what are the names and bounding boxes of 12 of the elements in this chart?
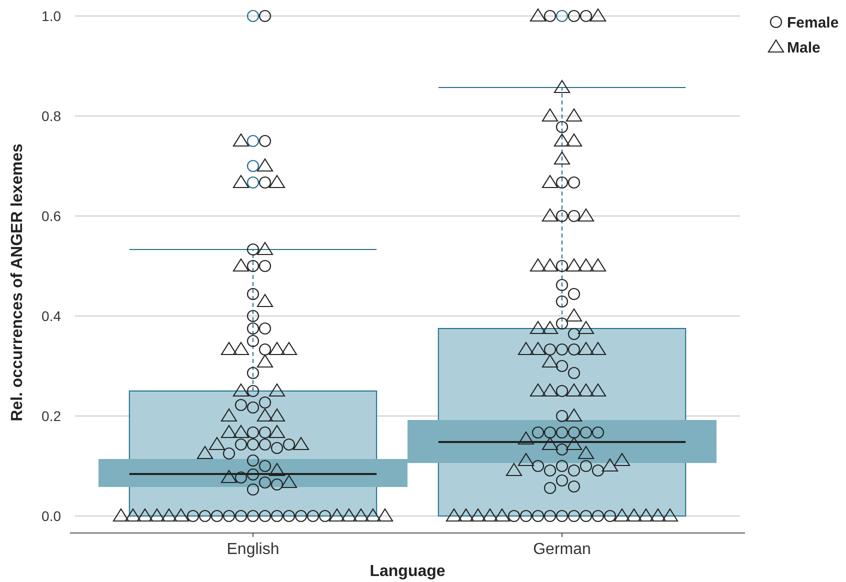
legend-label: Female	[787, 14, 839, 32]
x-tick-label: German	[533, 541, 591, 558]
x-tick-label: English	[226, 541, 280, 558]
y-axis-title: Rel. occurrences of ANGER lexemes	[9, 144, 26, 422]
y-tick-label: 0.4	[42, 308, 62, 324]
y-tick-label: 0.2	[42, 408, 62, 424]
x-axis-title: Language	[370, 563, 446, 580]
y-tick-label: 0.0	[42, 508, 62, 524]
legend-label: Male	[787, 39, 820, 56]
y-tick-label: 1.0	[42, 8, 62, 24]
y-tick-label: 0.8	[42, 108, 62, 124]
y-tick-label: 0.6	[42, 208, 62, 224]
